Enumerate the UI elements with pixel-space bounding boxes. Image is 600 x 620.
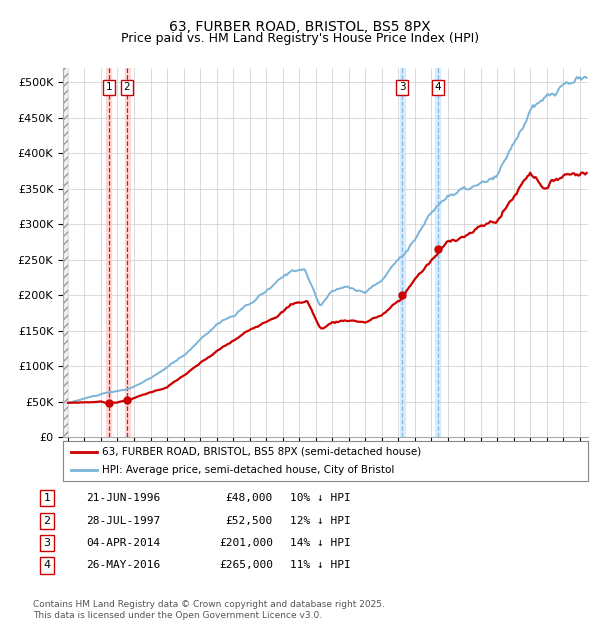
Text: 1: 1 <box>106 82 112 92</box>
Text: Contains HM Land Registry data © Crown copyright and database right 2025.
This d: Contains HM Land Registry data © Crown c… <box>33 600 385 619</box>
Text: 11% ↓ HPI: 11% ↓ HPI <box>290 560 350 570</box>
Text: 04-APR-2014: 04-APR-2014 <box>86 538 160 548</box>
Text: HPI: Average price, semi-detached house, City of Bristol: HPI: Average price, semi-detached house,… <box>103 465 395 475</box>
Bar <box>125 68 130 437</box>
Text: 63, FURBER ROAD, BRISTOL, BS5 8PX: 63, FURBER ROAD, BRISTOL, BS5 8PX <box>169 20 431 34</box>
Text: 10% ↓ HPI: 10% ↓ HPI <box>290 494 350 503</box>
Text: 4: 4 <box>434 82 441 92</box>
Text: 1: 1 <box>43 494 50 503</box>
Text: 4: 4 <box>43 560 50 570</box>
Text: 26-MAY-2016: 26-MAY-2016 <box>86 560 160 570</box>
Bar <box>63 68 68 437</box>
Text: £52,500: £52,500 <box>226 516 273 526</box>
Text: 14% ↓ HPI: 14% ↓ HPI <box>290 538 350 548</box>
Text: £265,000: £265,000 <box>219 560 273 570</box>
Text: 28-JUL-1997: 28-JUL-1997 <box>86 516 160 526</box>
Text: 21-JUN-1996: 21-JUN-1996 <box>86 494 160 503</box>
Text: 2: 2 <box>43 516 50 526</box>
Bar <box>436 68 440 437</box>
Text: Price paid vs. HM Land Registry's House Price Index (HPI): Price paid vs. HM Land Registry's House … <box>121 32 479 45</box>
Bar <box>106 68 111 437</box>
Text: £201,000: £201,000 <box>219 538 273 548</box>
Text: 2: 2 <box>124 82 130 92</box>
Text: £48,000: £48,000 <box>226 494 273 503</box>
Bar <box>400 68 405 437</box>
Text: 63, FURBER ROAD, BRISTOL, BS5 8PX (semi-detached house): 63, FURBER ROAD, BRISTOL, BS5 8PX (semi-… <box>103 447 422 457</box>
Text: 3: 3 <box>43 538 50 548</box>
Text: 12% ↓ HPI: 12% ↓ HPI <box>290 516 350 526</box>
Text: 3: 3 <box>399 82 406 92</box>
